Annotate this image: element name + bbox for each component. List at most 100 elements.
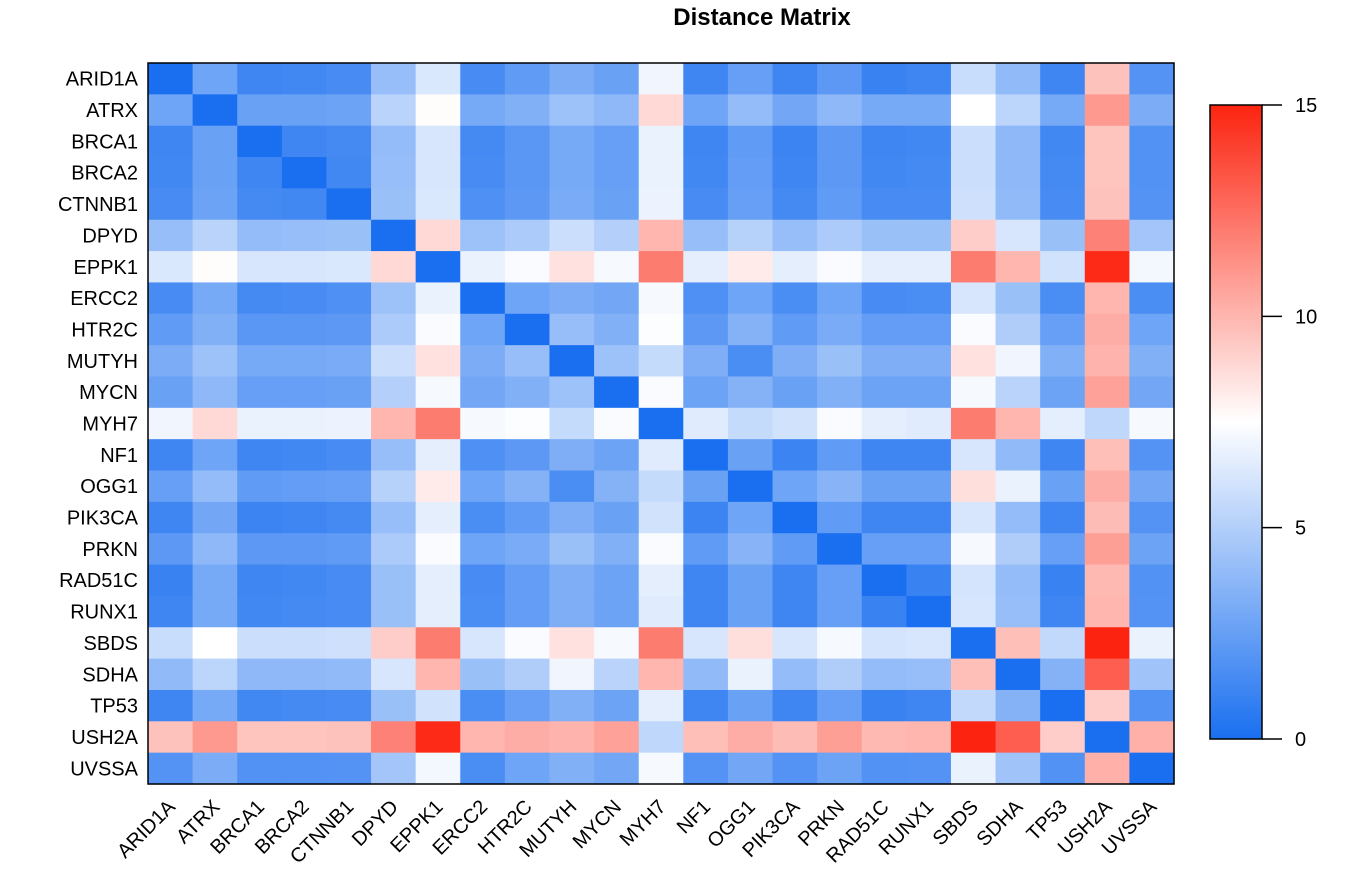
heatmap-cell bbox=[906, 94, 952, 127]
heatmap-cell bbox=[504, 439, 551, 472]
heatmap-cell bbox=[1040, 251, 1086, 284]
heatmap-cell bbox=[460, 313, 506, 346]
heatmap-cell bbox=[326, 251, 372, 284]
column-tick-label: MYH7 bbox=[616, 796, 671, 851]
heatmap-cell bbox=[594, 313, 640, 346]
heatmap-cell bbox=[638, 407, 684, 440]
heatmap-cell bbox=[281, 313, 328, 346]
heatmap-cell bbox=[1129, 501, 1175, 534]
heatmap-cell bbox=[727, 470, 774, 503]
heatmap-cell bbox=[281, 219, 328, 252]
heatmap-cell bbox=[772, 345, 818, 378]
heatmap-cell bbox=[192, 470, 238, 503]
heatmap-cell bbox=[995, 125, 1041, 158]
heatmap-cell bbox=[415, 721, 461, 754]
heatmap-cell bbox=[683, 188, 729, 221]
heatmap-cell bbox=[148, 564, 194, 597]
heatmap-cell bbox=[772, 595, 818, 628]
heatmap-cell bbox=[415, 313, 461, 346]
heatmap-cell bbox=[192, 595, 238, 628]
heatmap-cell bbox=[237, 282, 283, 315]
heatmap-cell bbox=[148, 94, 194, 127]
heatmap-cell bbox=[683, 439, 729, 472]
heatmap-cell bbox=[504, 689, 551, 722]
heatmap-cell bbox=[549, 157, 595, 189]
heatmap-cell bbox=[326, 470, 372, 503]
heatmap-cell bbox=[237, 752, 283, 785]
heatmap-cell bbox=[638, 63, 684, 95]
heatmap-cell bbox=[638, 564, 684, 597]
heatmap-cell bbox=[371, 157, 417, 189]
heatmap-cell bbox=[504, 533, 551, 566]
heatmap-cell bbox=[638, 533, 684, 566]
heatmap-cell bbox=[683, 63, 729, 95]
heatmap-cell bbox=[504, 125, 551, 158]
heatmap-cell bbox=[817, 407, 863, 440]
heatmap-cell bbox=[460, 627, 506, 660]
heatmap-cell bbox=[1040, 658, 1086, 691]
heatmap-cell bbox=[906, 63, 952, 95]
heatmap-cell bbox=[683, 501, 729, 534]
heatmap-cell bbox=[281, 627, 328, 660]
heatmap-cell bbox=[504, 157, 551, 189]
heatmap-cell bbox=[950, 251, 997, 284]
heatmap-cell bbox=[281, 689, 328, 722]
heatmap-cell bbox=[727, 752, 774, 785]
heatmap-cell bbox=[861, 470, 907, 503]
heatmap-cell bbox=[326, 627, 372, 660]
heatmap-cell bbox=[772, 407, 818, 440]
heatmap-cell bbox=[772, 125, 818, 158]
heatmap-cell bbox=[371, 721, 417, 754]
heatmap-cell bbox=[504, 282, 551, 315]
heatmap-cell bbox=[148, 470, 194, 503]
heatmap-cell bbox=[371, 533, 417, 566]
heatmap-cell bbox=[727, 595, 774, 628]
heatmap-cell bbox=[504, 595, 551, 628]
heatmap-cell bbox=[192, 157, 238, 189]
heatmap-cell bbox=[950, 501, 997, 534]
heatmap-cell bbox=[237, 470, 283, 503]
heatmap-cell bbox=[817, 157, 863, 189]
heatmap-cell bbox=[995, 564, 1041, 597]
heatmap-cell bbox=[995, 282, 1041, 315]
heatmap-cell bbox=[683, 313, 729, 346]
heatmap-cell bbox=[861, 313, 907, 346]
heatmap-cell bbox=[549, 376, 595, 409]
heatmap-cell bbox=[906, 721, 952, 754]
column-tick-label: SBDS bbox=[929, 796, 983, 850]
heatmap-cell bbox=[1084, 501, 1130, 534]
heatmap-cell bbox=[906, 439, 952, 472]
heatmap-cell bbox=[594, 470, 640, 503]
heatmap-cell bbox=[861, 595, 907, 628]
heatmap-cell bbox=[772, 282, 818, 315]
heatmap-cell bbox=[281, 533, 328, 566]
heatmap-cell bbox=[772, 658, 818, 691]
heatmap-cell bbox=[1084, 188, 1130, 221]
row-tick-label: RAD51C bbox=[59, 570, 138, 592]
heatmap-cell bbox=[1129, 658, 1175, 691]
heatmap-cell bbox=[995, 219, 1041, 252]
heatmap-cell bbox=[415, 564, 461, 597]
heatmap-cell bbox=[950, 219, 997, 252]
heatmap-cell bbox=[371, 407, 417, 440]
heatmap-cell bbox=[504, 564, 551, 597]
heatmap-cell bbox=[549, 345, 595, 378]
heatmap-cell bbox=[237, 627, 283, 660]
heatmap-cell bbox=[549, 564, 595, 597]
heatmap-cell bbox=[772, 251, 818, 284]
heatmap-cell bbox=[594, 627, 640, 660]
heatmap-cell bbox=[148, 345, 194, 378]
heatmap-cell bbox=[683, 219, 729, 252]
heatmap-cell bbox=[772, 219, 818, 252]
heatmap-cell bbox=[460, 282, 506, 315]
heatmap-cell bbox=[817, 721, 863, 754]
heatmap-cell bbox=[995, 721, 1041, 754]
heatmap-cell bbox=[326, 157, 372, 189]
heatmap-cell bbox=[1129, 282, 1175, 315]
heatmap-cell bbox=[683, 752, 729, 785]
heatmap-cell bbox=[415, 376, 461, 409]
heatmap-cell bbox=[371, 470, 417, 503]
heatmap-cell bbox=[326, 345, 372, 378]
heatmap-cell bbox=[504, 219, 551, 252]
row-tick-label: RUNX1 bbox=[70, 602, 138, 624]
